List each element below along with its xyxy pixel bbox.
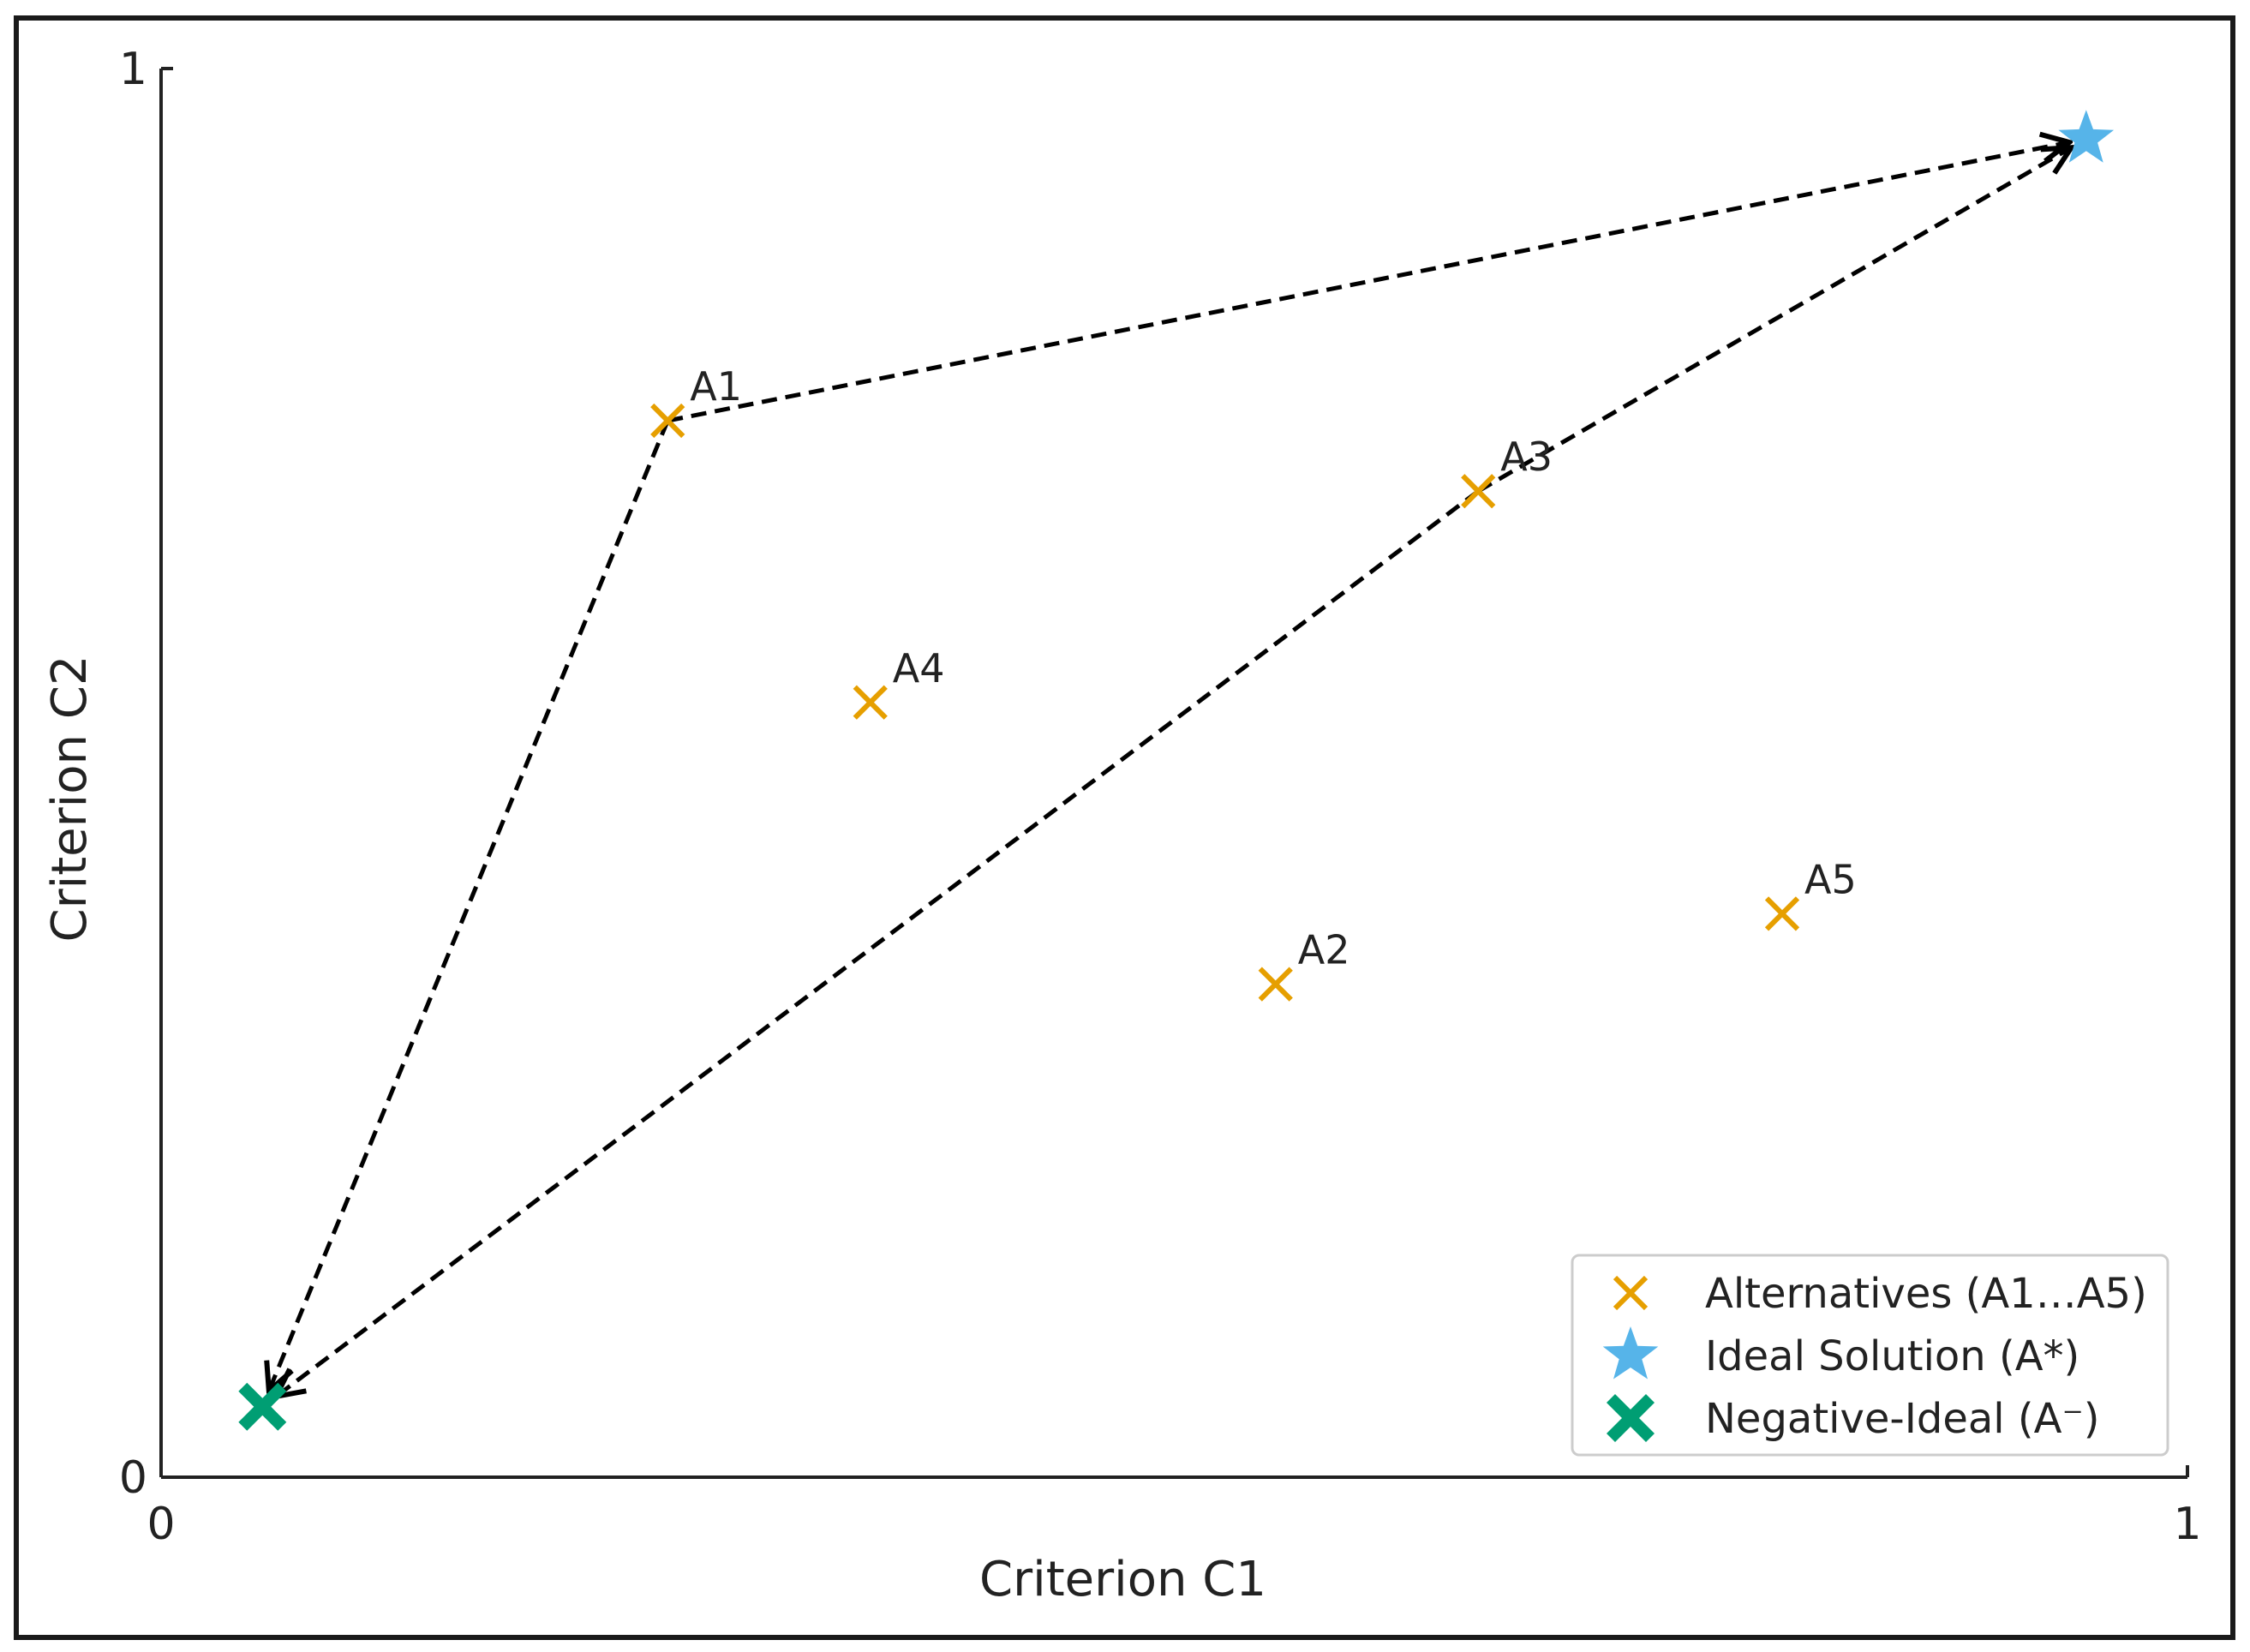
chart-frame [14, 15, 2235, 1640]
point-label-a3: A3 [1500, 434, 1553, 480]
alternative-marker-a5 [1764, 896, 1800, 931]
x-tick-label: 1 [2173, 1499, 2201, 1550]
marker-stroke [650, 403, 685, 439]
x-tick-label: 0 [147, 1499, 175, 1550]
legend-entry-label: Ideal Solution (A*) [1705, 1332, 2079, 1380]
point-label-a1: A1 [690, 363, 742, 410]
y-axis-title: Criterion C2 [42, 655, 98, 943]
arrow-a1-to-negative-ideal [269, 420, 670, 1391]
point-label-a2: A2 [1298, 927, 1350, 973]
point-label-a4: A4 [893, 645, 945, 691]
marker-stroke [1461, 474, 1496, 509]
axes: 0 1 0 1 Criterion C1 Criterion C2 [42, 44, 2202, 1607]
marker-stroke [1258, 967, 1293, 1002]
legend: Alternatives (A1…A5) Ideal Solution (A*) N… [1571, 1254, 2169, 1457]
arrow-a1-to-ideal [667, 142, 2069, 423]
legend-entry-label: Negative-Ideal (A⁻) [1705, 1395, 2100, 1443]
distance-arrows [269, 142, 2072, 1397]
legend-box [1571, 1254, 2169, 1457]
marker-stroke [1613, 1275, 1649, 1311]
alternative-marker-a4 [853, 685, 888, 720]
negative-ideal-marker [238, 1382, 287, 1431]
marker-stroke [1764, 896, 1800, 931]
legend-alternatives-icon [1613, 1275, 1649, 1311]
arrow-a3-to-ideal [1476, 147, 2071, 494]
legend-entry-label: Alternatives (A1…A5) [1705, 1270, 2147, 1318]
data-points: A1 A2 A3 A4 A5 [238, 110, 2115, 1431]
y-tick-label: 1 [119, 44, 147, 95]
alternative-marker-a2 [1258, 967, 1293, 1002]
alternative-marker-a3 [1461, 474, 1496, 509]
alternative-marker-a1 [650, 403, 685, 439]
legend-ideal-icon [1602, 1326, 1659, 1380]
marker-stroke [853, 685, 888, 720]
x-axis-title: Criterion C1 [979, 1552, 1266, 1607]
ideal-solution-marker [2058, 110, 2115, 163]
point-label-a5: A5 [1804, 856, 1857, 902]
legend-negative-ideal-icon [1607, 1394, 1655, 1442]
y-tick-label: 0 [119, 1452, 147, 1504]
arrow-a3-to-negative-ideal [276, 489, 1480, 1397]
